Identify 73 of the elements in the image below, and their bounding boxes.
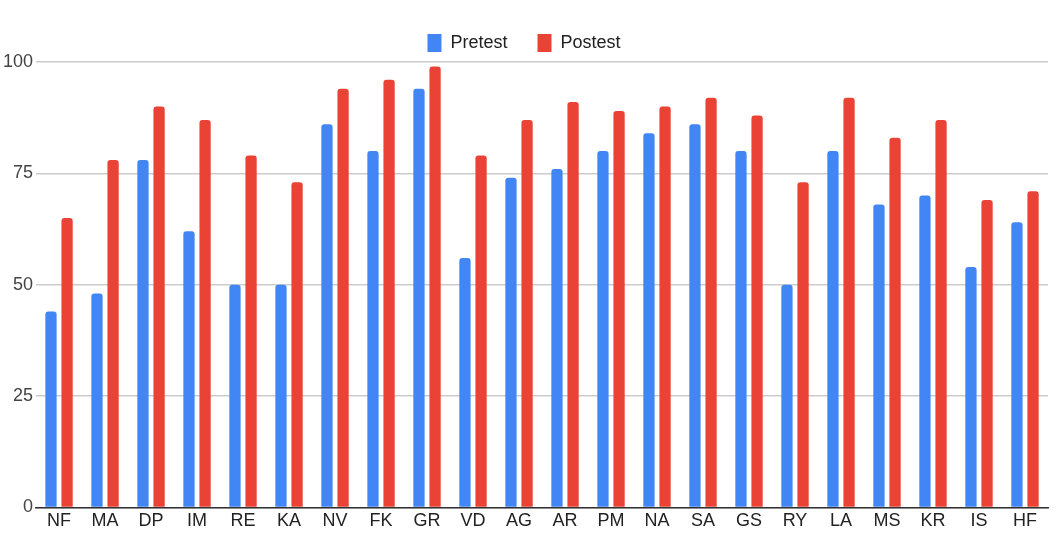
bar: [45, 311, 57, 507]
bar: [199, 119, 211, 507]
y-tick-label: 50: [13, 273, 34, 294]
bar: [459, 257, 471, 507]
bar: [505, 177, 517, 507]
bar: [1027, 191, 1039, 507]
bar: [781, 284, 793, 507]
x-tick-label: VD: [460, 510, 486, 531]
x-tick-label: NV: [322, 510, 348, 531]
x-tick-label: IS: [970, 510, 988, 531]
bar: [321, 124, 333, 507]
bar: [551, 168, 563, 507]
x-tick-label: FK: [369, 510, 393, 531]
bar: [705, 97, 717, 507]
bar: [383, 79, 395, 507]
y-tick-label: 25: [13, 385, 34, 406]
x-tick-label: MA: [91, 510, 119, 531]
bar: [919, 195, 931, 507]
bar: [475, 155, 487, 507]
bar: [137, 159, 149, 507]
bar: [843, 97, 855, 507]
bar: [107, 159, 119, 507]
bar: [827, 151, 839, 507]
x-tick-label: GR: [413, 510, 441, 531]
x-tick-label: NF: [47, 510, 72, 531]
bar: [735, 151, 747, 507]
x-tick-label: KR: [920, 510, 946, 531]
bar: [935, 119, 947, 507]
x-tick-label: IM: [187, 510, 208, 531]
y-tick-label: 0: [23, 496, 34, 517]
legend-label: Postest: [560, 31, 621, 52]
x-tick-label: RE: [230, 510, 256, 531]
x-tick-label: NA: [644, 510, 670, 531]
bar: [1011, 222, 1023, 507]
bar: [889, 137, 901, 507]
x-tick-label: RY: [782, 510, 808, 531]
bar: [229, 284, 241, 507]
bar: [337, 88, 349, 507]
legend-label: Pretest: [450, 31, 508, 52]
y-tick-label: 75: [13, 162, 34, 183]
bar: [291, 182, 303, 507]
bar: [597, 151, 609, 507]
x-tick-label: AR: [552, 510, 578, 531]
x-tick-label: AG: [506, 510, 533, 531]
x-tick-label: GS: [736, 510, 763, 531]
bar: [873, 204, 885, 507]
x-tick-label: KA: [277, 510, 302, 531]
x-tick-label: HF: [1013, 510, 1037, 531]
bar: [643, 133, 655, 507]
bar: [521, 119, 533, 507]
bar: [981, 200, 993, 507]
bar: [797, 182, 809, 507]
bar: [659, 106, 671, 507]
x-tick-label: MS: [873, 510, 901, 531]
bar: [183, 231, 195, 507]
x-tick-label: LA: [829, 510, 853, 531]
y-tick-label: 100: [2, 50, 34, 71]
bar: [153, 106, 165, 507]
x-tick-label: SA: [691, 510, 716, 531]
x-tick-label: DP: [138, 510, 164, 531]
bar: [429, 66, 441, 507]
bar: [61, 217, 73, 507]
bar: [689, 124, 701, 507]
bar: [367, 151, 379, 507]
bar: [567, 102, 579, 507]
bar: [275, 284, 287, 507]
bar: [613, 110, 625, 507]
bar: [245, 155, 257, 507]
bar: [413, 88, 425, 507]
bar: [91, 293, 103, 507]
x-tick-label: PM: [597, 510, 625, 531]
bar: [751, 115, 763, 507]
bar: [965, 266, 977, 507]
